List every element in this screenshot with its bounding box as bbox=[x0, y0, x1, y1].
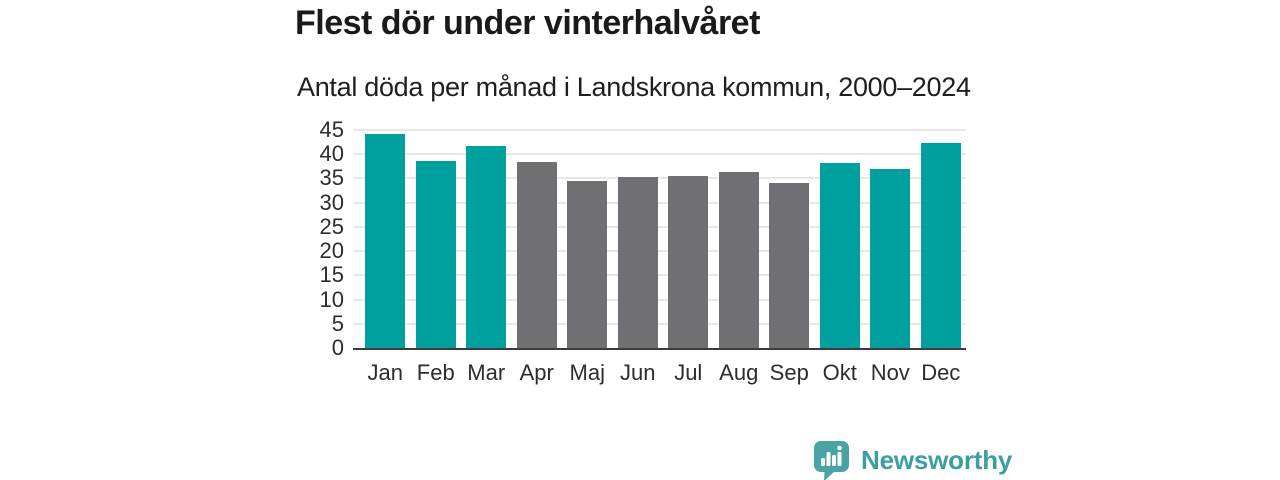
x-label-nov: Nov bbox=[870, 360, 910, 385]
gridline-25 bbox=[353, 225, 966, 228]
y-tick-5: 5 bbox=[331, 310, 344, 336]
newsworthy-logo-text: Newsworthy bbox=[861, 445, 1013, 475]
chart-title: Flest dör under vinterhalvåret bbox=[295, 4, 760, 42]
bar-okt bbox=[819, 162, 860, 348]
bar-slot-mar bbox=[461, 130, 512, 348]
x-label-apr: Apr bbox=[519, 360, 554, 385]
bar-jun bbox=[617, 176, 658, 348]
bar-sep bbox=[769, 182, 810, 348]
gridline-35 bbox=[353, 177, 966, 180]
bars-layer bbox=[360, 130, 966, 348]
bar-jan bbox=[365, 134, 406, 348]
bar-nov bbox=[870, 168, 911, 348]
y-axis-tick-labels: 0 5 10 15 20 25 30 35 40 45 bbox=[260, 119, 344, 359]
plot-area bbox=[353, 129, 966, 350]
bar-slot-aug bbox=[714, 130, 765, 348]
bar-jul bbox=[668, 175, 709, 348]
bar-slot-okt bbox=[815, 130, 866, 348]
bar-slot-jan bbox=[360, 130, 411, 348]
x-axis-line bbox=[353, 347, 966, 350]
bar-aug bbox=[718, 171, 759, 348]
gridline-20 bbox=[353, 250, 966, 253]
bar-slot-jul bbox=[663, 130, 714, 348]
x-axis-labels: Jan Feb Mar Apr Maj Jun Jul Aug Sep Okt Nov Dec bbox=[360, 360, 966, 386]
bar-slot-dec bbox=[916, 130, 967, 348]
bar-dec bbox=[920, 143, 961, 348]
newsworthy-branding: Newsworthy bbox=[811, 440, 1012, 480]
y-tick-10: 10 bbox=[319, 286, 344, 312]
x-label-sep: Sep bbox=[769, 360, 809, 385]
y-tick-35: 35 bbox=[319, 165, 344, 191]
x-label-feb: Feb bbox=[416, 360, 455, 385]
bar-mar bbox=[466, 145, 507, 348]
y-tick-15: 15 bbox=[319, 262, 344, 288]
y-tick-20: 20 bbox=[319, 238, 344, 264]
y-tick-45: 45 bbox=[319, 117, 344, 142]
x-label-okt: Okt bbox=[822, 360, 857, 385]
y-tick-30: 30 bbox=[319, 189, 344, 215]
gridline-10 bbox=[353, 298, 966, 301]
bar-slot-jun bbox=[613, 130, 664, 348]
gridline-30 bbox=[353, 201, 966, 204]
x-label-jul: Jul bbox=[674, 360, 703, 385]
gridline-45 bbox=[353, 129, 966, 131]
x-label-aug: Aug bbox=[719, 360, 759, 385]
bar-chart-speech-bubble-icon bbox=[814, 441, 849, 480]
gridline-15 bbox=[353, 274, 966, 277]
bar-slot-sep bbox=[764, 130, 815, 348]
x-label-dec: Dec bbox=[921, 360, 961, 385]
gridline-40 bbox=[353, 153, 966, 156]
bar-slot-feb bbox=[411, 130, 462, 348]
y-tick-40: 40 bbox=[319, 141, 344, 167]
bar-feb bbox=[415, 160, 456, 348]
x-label-jan: Jan bbox=[367, 360, 403, 385]
bar-maj bbox=[567, 181, 608, 348]
chart-subtitle: Antal döda per månad i Landskrona kommun… bbox=[297, 72, 971, 102]
y-tick-25: 25 bbox=[319, 213, 344, 239]
x-label-mar: Mar bbox=[467, 360, 506, 385]
bar-apr bbox=[516, 161, 557, 348]
gridline-5 bbox=[353, 322, 966, 325]
bar-slot-maj bbox=[562, 130, 613, 348]
y-tick-0: 0 bbox=[331, 335, 344, 360]
x-label-jun: Jun bbox=[620, 360, 656, 385]
x-label-maj: Maj bbox=[569, 360, 605, 385]
bar-slot-nov bbox=[865, 130, 916, 348]
bar-slot-apr bbox=[512, 130, 563, 348]
